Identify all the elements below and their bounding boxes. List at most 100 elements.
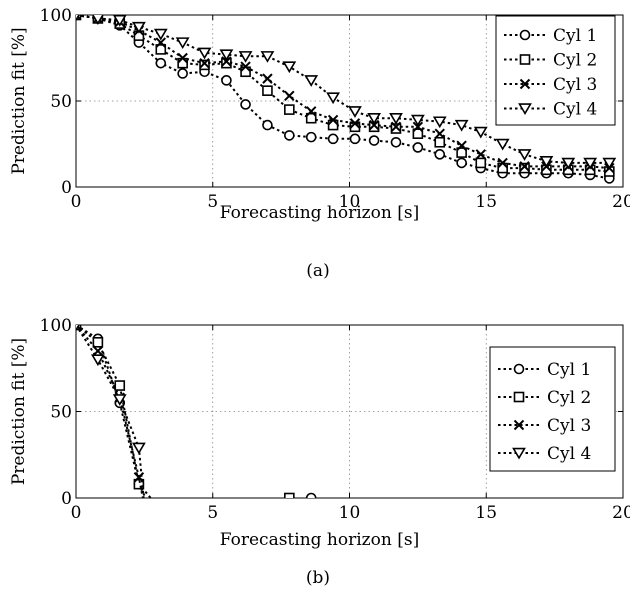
data-point: [475, 149, 486, 160]
legend-marker: [519, 78, 531, 90]
series-cyl-4: [76, 325, 146, 498]
data-point: [284, 130, 295, 141]
legend-box: [489, 346, 616, 472]
data-point: [260, 51, 275, 63]
legend-label: Cyl 3: [547, 416, 591, 436]
chart-caption: (a): [306, 261, 329, 281]
data-point: [114, 380, 126, 391]
data-point: [132, 442, 146, 455]
y-tick-label: 50: [50, 92, 72, 112]
data-point: [76, 325, 80, 332]
x-tick-label: 0: [71, 503, 82, 523]
data-point: [284, 492, 295, 498]
data-point: [76, 15, 82, 21]
data-point: [304, 75, 319, 87]
data-point: [284, 90, 295, 102]
data-point: [390, 123, 402, 134]
data-point: [199, 59, 210, 71]
x-tick-label: 15: [475, 503, 497, 523]
data-point: [305, 131, 317, 143]
data-point: [583, 157, 598, 170]
legend-label: Cyl 2: [553, 51, 597, 71]
data-point: [349, 133, 361, 145]
data-point: [497, 157, 508, 169]
legend-marker: [518, 103, 532, 116]
legend-label: Cyl 1: [547, 360, 591, 380]
data-point: [434, 128, 445, 139]
data-point: [327, 114, 339, 126]
legend-marker: [519, 54, 531, 65]
data-point: [76, 325, 82, 331]
data-point: [368, 119, 380, 131]
x-tick-label: 5: [207, 192, 218, 212]
data-point: [238, 51, 253, 63]
data-point: [221, 56, 232, 67]
data-point: [327, 133, 339, 145]
data-point: [390, 136, 402, 148]
data-point: [133, 478, 145, 490]
data-point: [262, 119, 273, 131]
chart-caption: (b): [306, 568, 330, 588]
x-tick-label: 10: [339, 503, 361, 523]
data-point: [197, 47, 212, 60]
data-point: [240, 99, 251, 110]
y-tick-label: 0: [61, 178, 72, 198]
legend: Cyl 1 Cyl 2 Cyl 3 Cyl 4: [489, 346, 616, 472]
data-point: [240, 61, 251, 72]
data-point: [221, 75, 232, 86]
data-point: [306, 106, 317, 117]
data-point: [155, 44, 167, 55]
x-tick-label: 20: [612, 503, 630, 523]
data-point: [219, 49, 234, 62]
y-axis-label: Prediction fit [%]: [9, 27, 29, 174]
data-point: [475, 157, 487, 169]
data-point: [495, 138, 510, 151]
y-tick-label: 100: [40, 6, 72, 26]
legend: Cyl 1 Cyl 2 Cyl 3 Cyl 4: [495, 15, 616, 126]
x-axis-label: Forecasting horizon [s]: [220, 203, 419, 223]
data-point: [92, 15, 104, 25]
y-tick-label: 0: [61, 489, 72, 509]
data-point: [348, 106, 362, 118]
legend-item: Cyl 2: [498, 388, 591, 408]
series-cyl-1: [76, 325, 317, 498]
y-axis-label: Prediction fit [%]: [9, 338, 29, 485]
legend-item: Cyl 3: [504, 75, 597, 95]
data-point: [284, 104, 295, 115]
data-point: [456, 140, 467, 151]
data-point: [519, 162, 530, 174]
legend-marker: [513, 363, 525, 375]
data-point: [434, 149, 446, 160]
data-point: [349, 118, 361, 129]
data-point: [456, 147, 467, 158]
series-cyl-2: [76, 325, 295, 498]
data-point: [389, 113, 403, 125]
series-cyl-4: [76, 15, 617, 170]
data-point: [432, 116, 447, 129]
legend-item: Cyl 4: [504, 100, 597, 120]
x-tick-label: 15: [475, 192, 497, 212]
data-point: [412, 128, 424, 139]
data-point: [262, 73, 273, 84]
data-point: [434, 136, 446, 148]
data-point: [305, 492, 317, 498]
legend-item: Cyl 4: [498, 444, 591, 464]
y-tick-label: 50: [50, 403, 72, 423]
x-tick-label: 5: [207, 503, 218, 523]
data-point: [519, 161, 530, 172]
y-tick-label: 100: [40, 316, 72, 336]
legend-item: Cyl 2: [504, 51, 597, 71]
legend-marker: [513, 419, 525, 431]
chart-panel-b: 0 5 10 15 20 0 50 100 Forecasting horizon [s] Pre…: [9, 316, 630, 588]
data-point: [305, 112, 317, 124]
data-point: [282, 61, 297, 74]
data-point: [367, 113, 382, 125]
data-point: [456, 157, 467, 169]
x-tick-label: 0: [71, 192, 82, 212]
data-point: [368, 135, 380, 146]
x-tick-label: 10: [339, 192, 361, 212]
legend-item: Cyl 1: [498, 360, 591, 380]
series-line: [76, 325, 144, 498]
data-point: [410, 114, 425, 127]
